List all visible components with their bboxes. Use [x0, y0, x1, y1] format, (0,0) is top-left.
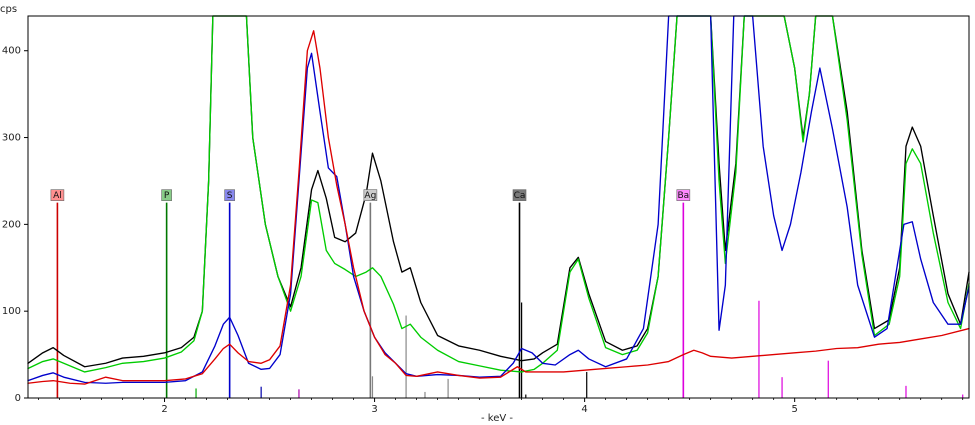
y-tick-label-3: 300 — [2, 133, 21, 144]
x-axis-label: - keV - — [481, 413, 513, 424]
spectrum-series-3 — [27, 30, 970, 385]
element-label-al: Al — [53, 191, 62, 201]
element-labels: Al P S Ag Ca Ba — [50, 189, 691, 201]
x-tick-label-0: 2 — [161, 404, 167, 415]
y-tick-label-4: 400 — [2, 46, 21, 57]
element-label-ag: Ag — [364, 191, 376, 201]
element-label-ca: Ca — [514, 191, 526, 201]
element-label-box-ca — [512, 189, 527, 201]
spectrum-series-2 — [27, 15, 970, 384]
element-label-box-p — [161, 189, 172, 201]
x-tick-label-1: 3 — [371, 404, 377, 415]
chart-axes: 0 100 200 300 400 2 3 4 5 — [2, 15, 970, 415]
y-tick-label-1: 100 — [2, 306, 21, 317]
element-label-box-ag — [363, 189, 378, 201]
element-line-markers — [56, 202, 964, 398]
y-tick-label-0: 0 — [15, 393, 21, 404]
element-label-box-al — [50, 189, 65, 201]
element-label-p: P — [164, 191, 170, 201]
x-tick-label-2: 4 — [581, 404, 587, 415]
y-axis-label: cps — [0, 4, 17, 15]
element-label-ba: Ba — [677, 191, 689, 201]
element-label-box-ba — [676, 189, 691, 201]
plot-frame — [27, 15, 970, 399]
x-tick-label-3: 5 — [791, 404, 797, 415]
element-label-s: S — [227, 191, 233, 201]
y-tick-label-2: 200 — [2, 219, 21, 230]
element-label-box-s — [224, 189, 235, 201]
